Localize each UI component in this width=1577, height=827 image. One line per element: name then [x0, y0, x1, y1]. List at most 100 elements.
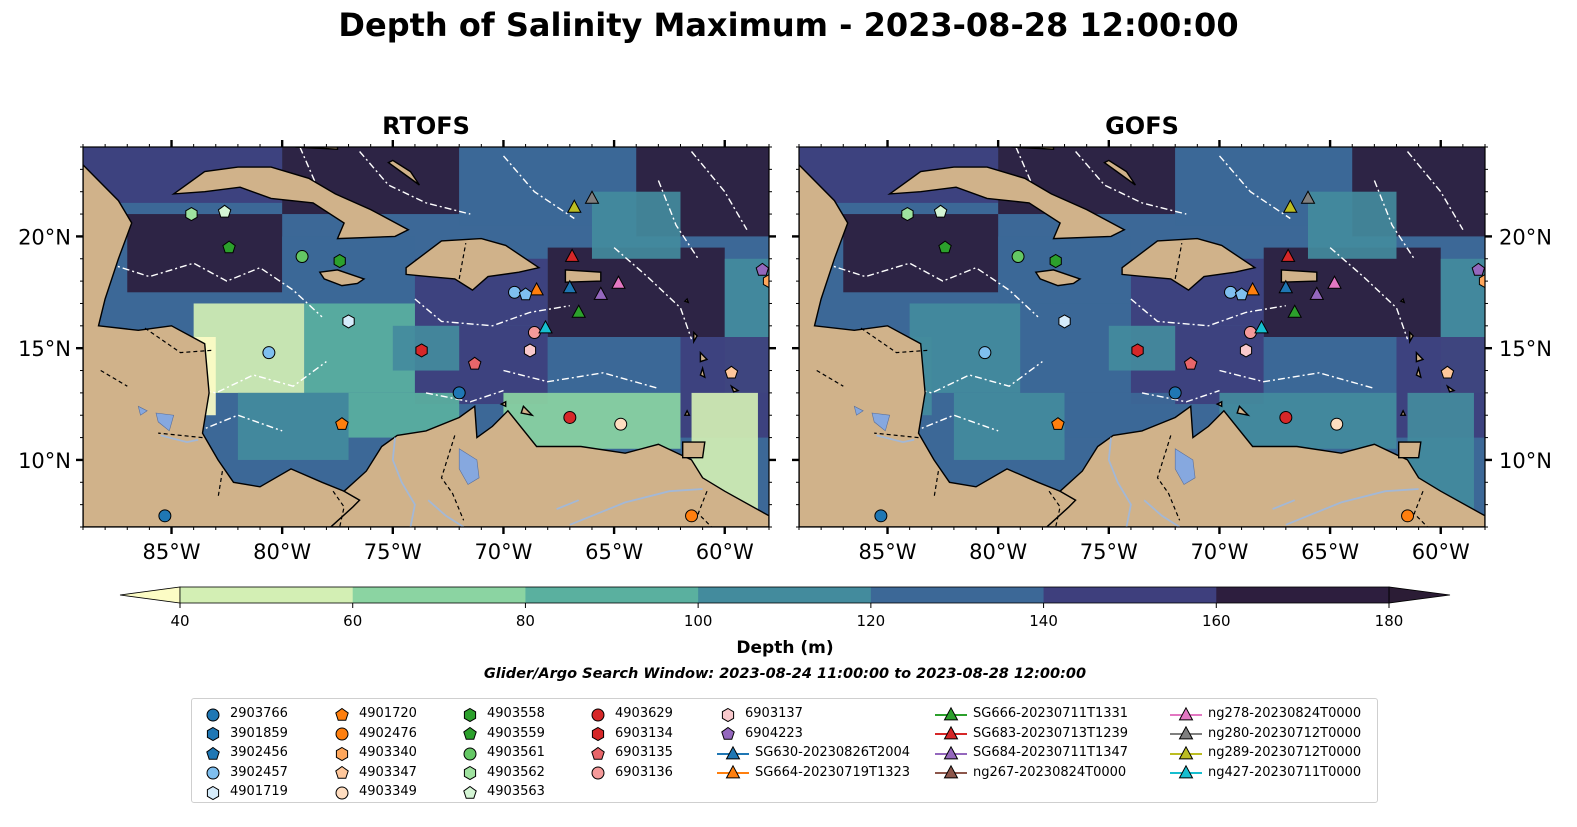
obs-marker-3902457 [978, 346, 992, 360]
obs-marker-4903563 [217, 204, 232, 218]
legend-label: SG664-20230719T1323 [755, 764, 911, 780]
y-tick-label-right: 15°N [1499, 337, 1552, 361]
legend-marker-icon [1170, 706, 1202, 720]
colorbar-tick-label: 100 [684, 612, 713, 630]
legend-item: 4902476 [331, 724, 417, 743]
legend-label: 6903137 [745, 706, 803, 721]
obs-marker-ng278-20230824T0000 [1327, 275, 1342, 289]
obs-marker-3902457-b [1224, 285, 1237, 299]
legend-label: ng280-20230712T0000 [1208, 725, 1362, 741]
colorbar-segment [180, 587, 354, 603]
legend-marker-icon [335, 727, 349, 741]
legend-label: 3901859 [230, 725, 288, 741]
x-tick-label: 70°W [1190, 540, 1248, 564]
obs-marker-SG666-20230711T1331 [1287, 304, 1303, 318]
contour-line [1219, 369, 1375, 390]
land-polygon [1034, 269, 1082, 287]
obs-marker-6903135 [1183, 356, 1198, 370]
border-line [1156, 435, 1181, 521]
obs-marker-ng427-20230711T0000 [1254, 319, 1269, 334]
contour-line [1075, 151, 1187, 215]
obs-marker-4903349 [1330, 417, 1344, 431]
border-line [697, 490, 712, 527]
contour-line [1218, 155, 1291, 220]
land-polygon [1415, 365, 1422, 379]
lake-polygon [871, 412, 891, 432]
land-polygon [1399, 297, 1406, 304]
legend-label: 6903136 [615, 764, 673, 780]
legend-label: SG666-20230711T1331 [973, 706, 1129, 721]
obs-marker-3902456-b [518, 287, 533, 301]
obs-marker-4902476 [1401, 509, 1415, 523]
legend-item: 6903137 [717, 704, 803, 723]
obs-marker-ng280-20230712T0000 [1300, 190, 1316, 204]
river-line [427, 499, 465, 527]
legend-item: ng427-20230711T0000 [1170, 763, 1361, 782]
contour-line [502, 155, 575, 220]
obs-marker-4901719 [1058, 314, 1071, 329]
lake-polygon [853, 405, 864, 416]
land-polygon [1103, 159, 1136, 186]
obs-marker-2903766 [158, 509, 172, 523]
legend-label: 4903629 [615, 706, 673, 721]
border-line [874, 432, 919, 439]
colorbar-tick-label: 160 [1202, 612, 1231, 630]
obs-marker-SG666-20230711T1331 [571, 304, 587, 318]
obs-marker-3901859-b [452, 386, 466, 400]
legend-label: 4903347 [359, 764, 417, 780]
contour-line [359, 151, 471, 215]
legend-item: ng278-20230824T0000 [1170, 704, 1361, 723]
river-line [876, 434, 915, 444]
obs-marker-6904223 [755, 262, 769, 276]
legend-item: 6903136 [587, 763, 673, 782]
legend-label: 4903559 [487, 725, 545, 741]
colorbar-tick-label: 120 [857, 612, 886, 630]
obs-marker-4903559 [938, 240, 952, 254]
y-tick-label: 15°N [18, 337, 71, 361]
land-polygon [1045, 404, 1485, 527]
obs-marker-4902476 [685, 509, 699, 523]
legend-marker-icon [935, 745, 967, 759]
colorbar-segment [870, 587, 1045, 603]
contour-line [1329, 247, 1409, 340]
obs-marker-SG630-20230826T2004 [1278, 279, 1294, 294]
legend-item: ng280-20230712T0000 [1170, 724, 1361, 743]
contour-line [425, 389, 504, 403]
y-tick-label-right: 10°N [1499, 449, 1552, 473]
obs-marker-SG684-20230711T1347 [1309, 286, 1325, 300]
map-panel-gofs: 85°W 80°W 75°W 70°W 65°W 60°W 10°N 15°N 20°N [792, 140, 1552, 564]
land-polygon [387, 159, 420, 186]
obs-marker-6903135 [467, 356, 482, 370]
legend-marker-icon [206, 766, 220, 780]
obs-marker-4903349 [614, 417, 628, 431]
legend-item: 4901719 [202, 782, 288, 801]
contour-line [414, 298, 570, 327]
legend-marker-icon [935, 706, 967, 720]
legend-label: 4903349 [359, 784, 417, 799]
border-line [933, 471, 939, 498]
legend-item: 6903134 [587, 724, 673, 743]
legend: 2903766 3901859 3902456 3902457 4901719 49017… [191, 698, 1378, 803]
legend-marker-icon [463, 726, 477, 740]
legend-item: 4903629 [587, 704, 673, 723]
legend-item: 4903561 [459, 743, 545, 762]
obs-marker-6904223 [1471, 262, 1485, 276]
legend-label: 4903562 [487, 764, 545, 780]
legend-label: ng278-20230824T0000 [1208, 706, 1362, 721]
colorbar-tick-label: 40 [170, 612, 189, 630]
legend-item: SG684-20230711T1347 [935, 743, 1128, 762]
colorbar-tick-label: 180 [1375, 612, 1404, 630]
legend-item: 4903562 [459, 763, 545, 782]
x-tick-label: 65°W [585, 540, 643, 564]
legend-item: SG683-20230713T1239 [935, 724, 1128, 743]
land-polygon [699, 365, 706, 379]
border-line [100, 369, 128, 387]
x-tick-label: 65°W [1301, 540, 1359, 564]
obs-marker-4901720 [1051, 417, 1065, 430]
figure-title: Depth of Salinity Maximum - 2023-08-28 1… [338, 6, 1239, 44]
legend-marker-icon [591, 708, 605, 721]
colorbar-extend-high [1388, 586, 1451, 604]
legend-label: ng289-20230712T0000 [1208, 745, 1362, 760]
obs-marker-4903629 [1279, 410, 1293, 424]
